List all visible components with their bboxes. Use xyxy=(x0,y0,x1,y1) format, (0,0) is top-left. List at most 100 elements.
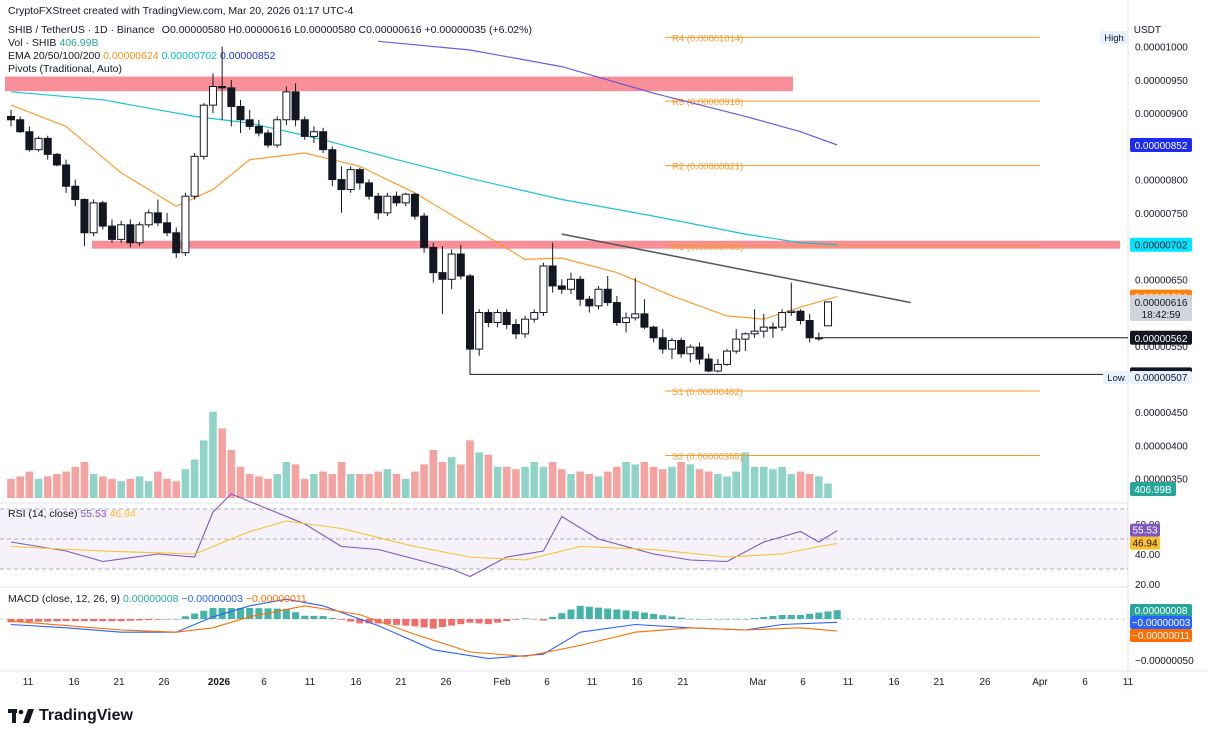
candle xyxy=(622,312,631,333)
macd-histogram-bar xyxy=(237,608,244,619)
candle-body xyxy=(594,288,603,307)
time-axis-tick: 11 xyxy=(843,677,854,688)
candle-body xyxy=(117,224,126,240)
volume-bar xyxy=(613,466,621,498)
candle xyxy=(98,200,107,230)
macd-histogram-bar xyxy=(126,619,134,621)
time-axis-tick: 2026 xyxy=(208,677,231,688)
candle-body xyxy=(43,137,52,155)
rsi-legend: RSI (14, close) 55.53 46.94 xyxy=(8,508,136,520)
volume-bar xyxy=(383,469,392,498)
candle-body xyxy=(135,224,144,244)
ema-line xyxy=(378,40,838,146)
candle-body xyxy=(126,224,135,244)
candle xyxy=(640,299,649,330)
volume-bar xyxy=(328,474,337,498)
candle xyxy=(383,192,392,217)
macd-histogram-bar xyxy=(429,619,437,629)
volume-bar xyxy=(99,476,107,498)
candle xyxy=(410,192,419,220)
candle xyxy=(484,309,493,328)
macd-histogram-bar xyxy=(393,619,401,625)
candle xyxy=(759,313,768,338)
candle-body xyxy=(71,185,80,201)
rsi-label: RSI (14, close) xyxy=(8,508,78,520)
candle xyxy=(273,116,282,148)
volume-bar xyxy=(457,464,465,498)
macd-histogram-bar xyxy=(806,613,814,619)
candle-body xyxy=(622,317,631,323)
candle-body xyxy=(392,195,401,204)
volume-bar xyxy=(824,483,832,498)
volume-bar xyxy=(576,471,584,498)
resistance-zone xyxy=(92,240,1120,249)
candle-body xyxy=(475,312,484,350)
candle xyxy=(43,135,52,160)
candle-body xyxy=(300,119,309,137)
time-axis-tick: 6 xyxy=(261,677,267,688)
volume-bar xyxy=(365,474,373,498)
volume-bar xyxy=(34,478,43,498)
volume-bar xyxy=(43,476,52,498)
rsi-ma-label: 46.94 xyxy=(1132,539,1157,550)
candle-body xyxy=(530,312,539,320)
candle-body xyxy=(566,278,575,290)
candle xyxy=(557,279,566,294)
volume-bar xyxy=(714,474,722,498)
time-axis-tick: 26 xyxy=(979,677,991,688)
volume-bar xyxy=(401,478,410,498)
candle-body xyxy=(557,285,566,290)
macd-histogram-bar xyxy=(696,619,703,620)
macd-histogram-bar xyxy=(622,610,630,619)
macd-histogram-bar xyxy=(35,619,43,622)
price-label: 0.00000616 xyxy=(1135,298,1188,309)
candle xyxy=(218,46,227,120)
candle xyxy=(236,99,245,134)
tradingview-logo[interactable]: TradingView xyxy=(8,707,133,725)
volume-bar xyxy=(530,462,539,498)
candle-body xyxy=(511,323,520,335)
time-axis-tick: Apr xyxy=(1032,677,1048,688)
ema100-value: 0.00000852 xyxy=(219,50,276,62)
candle xyxy=(34,136,43,152)
volume-bar xyxy=(567,474,575,498)
candle xyxy=(80,198,89,247)
volume-bar xyxy=(291,464,300,498)
time-axis-tick: 21 xyxy=(933,677,945,688)
candle-body xyxy=(319,131,328,151)
macd-histogram-bar xyxy=(328,617,336,619)
candle-body xyxy=(576,278,585,300)
macd-histogram-bar xyxy=(705,619,713,620)
volume-bar xyxy=(337,462,346,498)
candle-body xyxy=(502,312,511,325)
volume-bar xyxy=(163,478,171,498)
macd-histogram-bar xyxy=(71,619,79,622)
candle-body xyxy=(695,346,704,360)
candle-body xyxy=(273,119,282,146)
macd-value-label: −0.00000003 xyxy=(1132,618,1191,629)
macd-histogram-bar xyxy=(778,614,786,619)
candle-body xyxy=(25,131,34,151)
high-label: High xyxy=(1104,33,1124,44)
volume-bar xyxy=(466,440,474,498)
symbol-label[interactable]: SHIB / TetherUS · 1D · Binance xyxy=(8,24,155,36)
macd-histogram-bar xyxy=(145,619,153,621)
macd-histogram-bar xyxy=(668,616,676,619)
candle-body xyxy=(521,318,530,335)
volume-bar xyxy=(759,466,768,498)
resistance-zone xyxy=(5,76,793,92)
volume-value: 406.99B xyxy=(59,37,99,49)
macd-histogram-bar xyxy=(292,612,300,619)
candle xyxy=(723,349,732,366)
macd-value-label: −0.00000011 xyxy=(1132,631,1190,642)
macd-histogram-bar xyxy=(585,606,593,619)
candle xyxy=(475,309,484,356)
candle-body xyxy=(787,310,796,314)
volume-bar xyxy=(80,462,89,498)
price-label: 0.00000562 xyxy=(1135,334,1188,345)
macd-histogram-bar xyxy=(365,619,373,624)
volume-bar xyxy=(429,450,438,498)
macd-histogram-bar xyxy=(347,619,355,622)
macd-histogram-bar xyxy=(796,614,804,619)
